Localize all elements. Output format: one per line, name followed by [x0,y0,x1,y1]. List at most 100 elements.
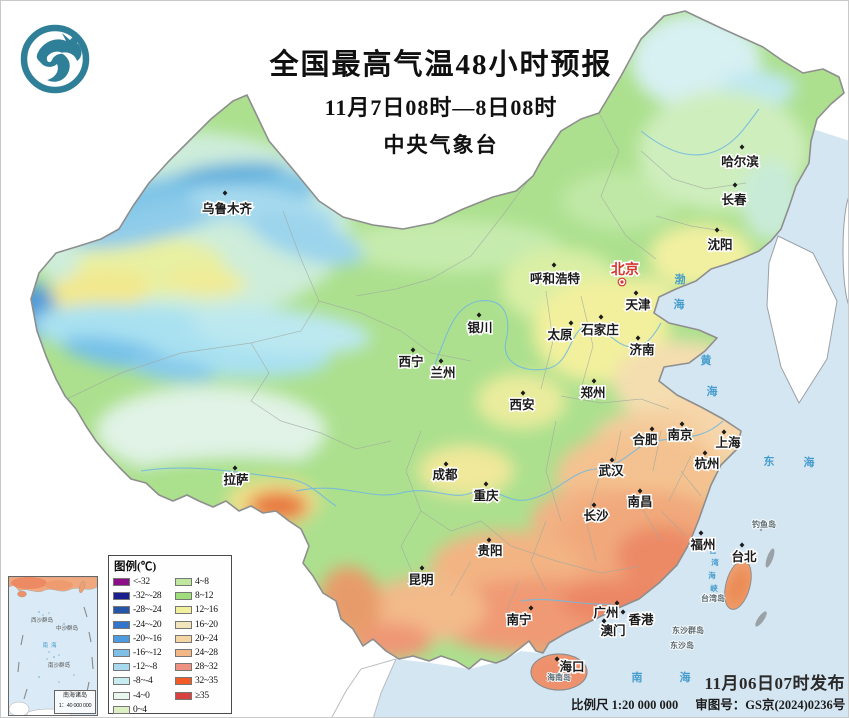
city-label: 福州 [689,537,715,552]
city-marker: 拉萨 [222,465,250,489]
legend-range-label: 8~12 [195,591,214,602]
china-border [30,10,845,670]
legend-swatch [113,649,130,658]
legend-entry: <-32 [113,575,161,589]
city-marker: 长春 [720,182,748,209]
legend-range-label: 24~28 [195,648,218,659]
city-label: 沈阳 [707,237,732,252]
island-label: 钓鱼岛 [752,519,776,529]
legend-range-label: <-32 [133,577,150,588]
city-marker: 西安 [508,390,536,414]
city-marker: 乌鲁木齐 [200,190,254,218]
legend-entry: -20~-16 [113,632,162,646]
rivers [140,108,760,605]
city-label: 济南 [629,342,655,357]
legend-range-label: -20~-16 [133,633,162,644]
legend-swatch [175,691,192,700]
city-label: 拉萨 [223,472,249,487]
legend-range-label: -4~0 [133,690,150,701]
city-label: 西安 [509,397,534,412]
legend-range-label: 32~35 [195,676,218,687]
island-label: 东沙群岛 [672,625,704,635]
legend-swatch [113,592,130,601]
legend-range-label: 28~32 [195,662,218,673]
sea-label-taiwan-strait: 湾 [711,557,719,567]
legend-range-label: -32~-28 [133,591,162,602]
page-title: 全国最高气温48小时预报 [269,49,613,81]
city-label: 郑州 [580,385,605,400]
legend-entry: -24~-20 [113,618,162,632]
legend-range-label: -16~-12 [133,648,162,659]
legend-column-2: 4~8 8~12 12~16 16~20 20~24 24~28 28~32 32~35 ≥35 [175,575,218,703]
korea-landmass [766,235,838,405]
cma-logo [17,21,93,97]
sea-label-bohai: 渤 [675,272,686,286]
legend-entry: 4~8 [175,575,218,589]
city-marker: 天津 [624,290,652,314]
city-marker: 太原 [546,320,574,344]
legend-title: 图例(℃) [114,561,157,573]
sea-label-taiwan-strait: 台 [709,545,717,555]
inset-map-label: 南沙群岛 [47,663,71,669]
japan-fringe [842,197,848,305]
city-marker: 沈阳 [706,227,734,254]
legend-range-label: ≥35 [195,690,209,701]
city-marker: 武汉 [597,457,625,480]
city-marker: 广州 [592,600,620,622]
inset-map-label: 西沙群岛 [30,618,54,624]
city-marker: 海口 [554,656,586,676]
legend-swatch [113,578,130,587]
city-label: 台北 [731,549,757,564]
legend-entry: -12~-8 [113,660,161,674]
legend-range-label: 0~4 [133,704,147,715]
city-label: 武汉 [598,463,624,478]
city-marker: 上海 [714,429,742,452]
city-label: 重庆 [473,488,499,503]
sea-label-donghai: 东 [764,454,775,468]
city-label: 上海 [715,435,741,450]
city-label: 乌鲁木齐 [202,201,253,216]
legend-entry: -32~-28 [113,589,162,603]
sea-label-nanhai: 海 [680,670,691,684]
island-label: 东沙岛 [670,640,694,650]
inset-map-label: 南海 [42,643,60,649]
city-marker: 石家庄 [579,314,621,339]
legend-entry: ≥35 [175,689,218,703]
legend-swatch [113,606,130,615]
sea-label-huanghai: 黄 [701,353,712,367]
scale-label: 比例尺 1:20 000 000 [571,698,679,712]
city-marker: 南昌 [626,488,654,511]
island-label: 台湾岛 [701,593,725,603]
sea-area [332,129,848,717]
city-marker: 台北 [730,542,758,566]
city-label: 太原 [547,327,573,342]
legend-range-label: 16~20 [195,619,218,630]
temperature-legend: 图例(℃) <-32 -32~-28 -28~-24 -24~-20 -20~-16 -1… [108,555,232,715]
approval-number: 审图号：GS京(2024)0236号 [695,698,846,712]
city-label: 贵阳 [477,543,502,558]
legend-entry: -8~-4 [113,674,161,688]
sea-label-bohai: 海 [674,297,685,311]
legend-entry: 32~35 [175,674,218,688]
legend-swatch [113,634,130,643]
city-marker: 南宁 [505,605,534,629]
city-marker: 呼和浩特 [528,262,582,288]
legend-entry: 16~20 [175,618,218,632]
legend-swatch [175,578,192,587]
city-marker: 澳门 [599,618,627,640]
city-marker: 长沙 [582,502,610,525]
city-marker: 南京 [666,421,694,444]
hainan-border [530,653,588,691]
city-label: 南昌 [627,494,652,509]
legend-entry: 24~28 [175,646,218,660]
city-marker: 成都 [431,461,459,484]
city-label: 香港 [627,612,654,627]
sea-label-donghai: 海 [804,455,815,469]
legend-swatch [175,634,192,643]
city-label: 海口 [559,659,584,674]
map-credits: 比例尺 1:20 000 000 审图号：GS京(2024)0236号 [571,694,847,713]
city-label: 长春 [721,192,747,207]
city-label: 西宁 [398,354,423,369]
